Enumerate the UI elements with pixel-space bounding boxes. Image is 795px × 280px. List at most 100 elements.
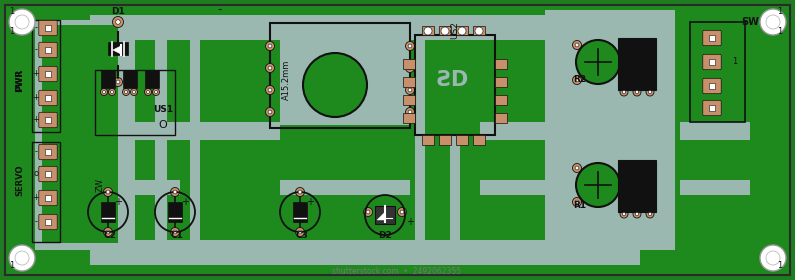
FancyBboxPatch shape bbox=[39, 166, 57, 182]
Bar bbox=[101, 202, 115, 222]
Bar bbox=[456, 26, 468, 35]
Circle shape bbox=[9, 245, 35, 271]
Text: -: - bbox=[34, 24, 37, 32]
Bar bbox=[45, 95, 51, 101]
Circle shape bbox=[366, 210, 370, 214]
Text: SERVO: SERVO bbox=[15, 164, 25, 196]
Circle shape bbox=[766, 15, 780, 29]
Text: C3: C3 bbox=[296, 232, 308, 241]
Text: R1: R1 bbox=[573, 200, 587, 209]
Text: R2: R2 bbox=[573, 76, 587, 85]
Circle shape bbox=[622, 212, 626, 216]
Text: +: + bbox=[114, 197, 122, 207]
Text: A15.2mm: A15.2mm bbox=[281, 60, 290, 100]
Circle shape bbox=[635, 212, 638, 216]
Bar bbox=[375, 206, 395, 224]
Circle shape bbox=[125, 78, 134, 87]
Circle shape bbox=[113, 17, 123, 27]
Bar bbox=[108, 42, 128, 55]
Text: 1: 1 bbox=[10, 8, 14, 17]
Circle shape bbox=[458, 27, 466, 35]
Circle shape bbox=[268, 44, 272, 48]
Text: +: + bbox=[181, 197, 189, 207]
Circle shape bbox=[116, 20, 120, 24]
Circle shape bbox=[622, 90, 626, 94]
Bar bbox=[709, 35, 715, 41]
FancyBboxPatch shape bbox=[39, 112, 57, 128]
Circle shape bbox=[405, 85, 414, 95]
FancyBboxPatch shape bbox=[39, 20, 57, 36]
Circle shape bbox=[153, 88, 160, 95]
Circle shape bbox=[15, 251, 29, 265]
Circle shape bbox=[405, 64, 414, 73]
Bar bbox=[403, 77, 415, 87]
Text: C2: C2 bbox=[103, 232, 116, 241]
Circle shape bbox=[173, 190, 177, 194]
Circle shape bbox=[9, 9, 35, 35]
Circle shape bbox=[572, 197, 581, 207]
Bar bbox=[456, 135, 468, 145]
Circle shape bbox=[268, 66, 272, 70]
Circle shape bbox=[116, 80, 120, 84]
Bar bbox=[280, 180, 410, 195]
Circle shape bbox=[648, 90, 652, 94]
Bar bbox=[480, 180, 545, 195]
Text: +: + bbox=[33, 94, 40, 102]
FancyBboxPatch shape bbox=[39, 90, 57, 106]
Bar bbox=[90, 240, 640, 265]
Text: US1: US1 bbox=[153, 106, 173, 115]
Bar bbox=[439, 135, 451, 145]
Bar bbox=[450, 135, 460, 265]
Circle shape bbox=[363, 207, 373, 216]
Bar bbox=[155, 15, 167, 265]
Text: 1: 1 bbox=[778, 8, 782, 17]
Bar bbox=[101, 70, 115, 88]
Text: D2: D2 bbox=[378, 232, 392, 241]
Text: 1: 1 bbox=[778, 27, 782, 36]
Bar bbox=[90, 180, 180, 195]
Bar bbox=[293, 202, 307, 222]
Text: C1: C1 bbox=[171, 232, 184, 241]
Bar bbox=[168, 202, 182, 222]
Circle shape bbox=[266, 85, 274, 95]
Circle shape bbox=[646, 88, 654, 96]
FancyBboxPatch shape bbox=[39, 42, 57, 58]
Text: shutterstock.com  •  2492062355: shutterstock.com • 2492062355 bbox=[332, 267, 462, 277]
Circle shape bbox=[576, 163, 620, 207]
Text: +: + bbox=[33, 193, 40, 202]
Bar bbox=[45, 47, 51, 53]
Circle shape bbox=[103, 78, 111, 87]
Circle shape bbox=[441, 27, 449, 35]
Bar bbox=[422, 26, 434, 35]
Bar bbox=[680, 122, 750, 140]
Bar bbox=[32, 142, 60, 242]
Circle shape bbox=[296, 188, 304, 197]
Circle shape bbox=[575, 200, 579, 204]
Circle shape bbox=[575, 78, 579, 82]
Bar bbox=[680, 180, 750, 195]
Circle shape bbox=[154, 90, 157, 94]
Bar bbox=[45, 71, 51, 77]
Circle shape bbox=[268, 88, 272, 92]
Bar bbox=[90, 15, 550, 40]
Text: -: - bbox=[34, 218, 37, 227]
Bar bbox=[45, 195, 51, 201]
Circle shape bbox=[303, 53, 367, 117]
Circle shape bbox=[298, 230, 302, 234]
Bar bbox=[145, 70, 159, 88]
Text: 1: 1 bbox=[778, 260, 782, 269]
Circle shape bbox=[266, 41, 274, 50]
Bar bbox=[45, 25, 51, 31]
FancyBboxPatch shape bbox=[39, 190, 57, 206]
FancyBboxPatch shape bbox=[703, 100, 721, 116]
Bar bbox=[123, 70, 137, 88]
Bar bbox=[95, 70, 175, 135]
Circle shape bbox=[760, 245, 786, 271]
Circle shape bbox=[122, 88, 130, 95]
Text: ZW: ZW bbox=[95, 178, 104, 192]
Circle shape bbox=[405, 41, 414, 50]
Text: PWR: PWR bbox=[15, 68, 25, 92]
Bar bbox=[190, 15, 200, 265]
Text: -: - bbox=[34, 45, 37, 55]
Circle shape bbox=[146, 90, 149, 94]
